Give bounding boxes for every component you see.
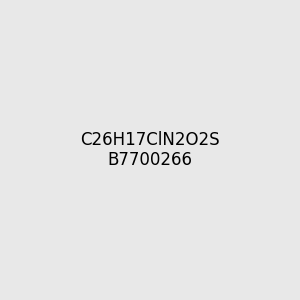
Text: C26H17ClN2O2S
B7700266: C26H17ClN2O2S B7700266 <box>80 130 220 170</box>
